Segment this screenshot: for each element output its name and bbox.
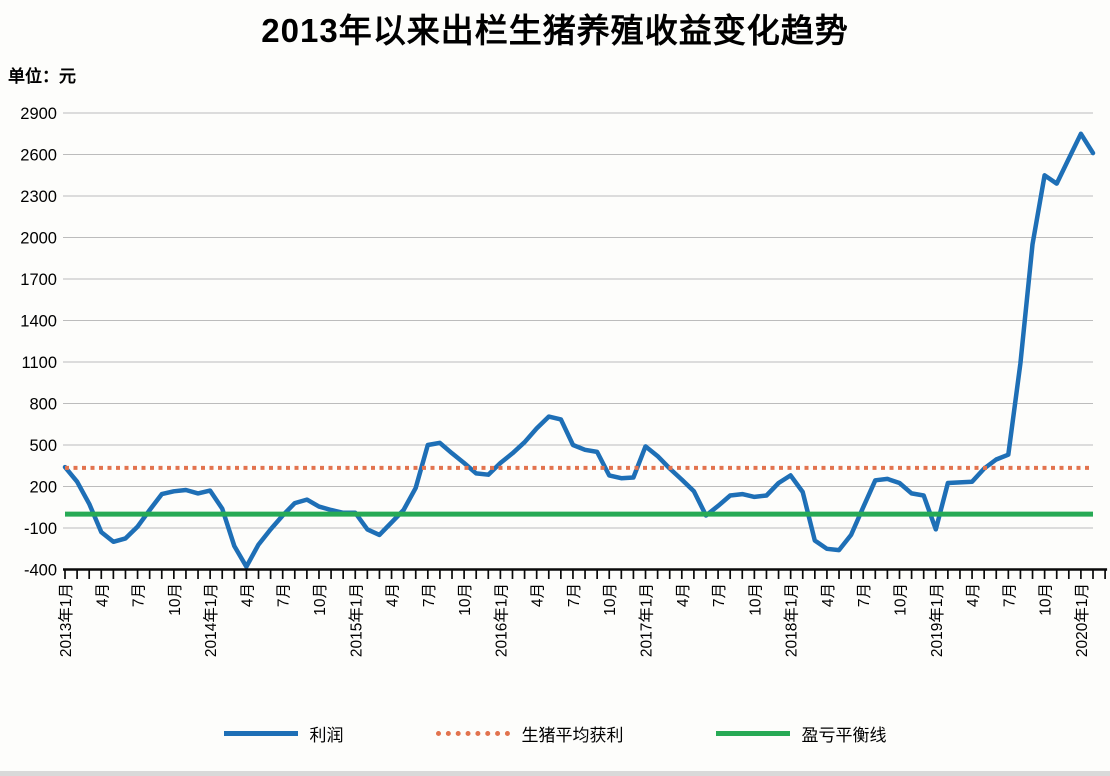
x-axis-tick-label: 2013年1月 [57, 583, 75, 657]
y-axis-tick-label: 500 [29, 437, 57, 455]
x-axis-tick-label: 7月 [1001, 583, 1018, 607]
y-axis-unit-label: 单位：元 [8, 67, 76, 86]
x-axis-tick-label: 4月 [675, 583, 692, 607]
x-axis-tick-label: 10月 [892, 583, 909, 616]
x-axis-tick-label: 7月 [276, 583, 293, 607]
chart-title: 2013年以来出栏生猪养殖收益变化趋势 [261, 12, 849, 49]
y-axis-tick-label: -100 [24, 520, 57, 538]
y-axis-tick-label: 200 [29, 479, 57, 497]
x-axis-tick-label: 10月 [747, 583, 764, 616]
chart-legend: 利润 生猪平均获利 盈亏平衡线 [0, 721, 1110, 746]
x-axis-tick-label: 4月 [820, 583, 837, 607]
y-axis-tick-label: 2000 [20, 230, 57, 248]
gridlines [63, 112, 1093, 529]
average-profit-line-swatch-icon [435, 731, 510, 736]
profit-line [62, 131, 1096, 569]
y-axis-tick-label: 2900 [20, 105, 57, 123]
x-axis-tick-label: 7月 [131, 583, 148, 607]
x-axis-tick-label: 7月 [711, 583, 728, 607]
legend-label-average-profit: 生猪平均获利 [521, 726, 624, 745]
legend-label-profit: 利润 [309, 726, 344, 745]
x-axis-tick-label: 2017年1月 [638, 583, 656, 657]
y-axis-tick-label: 1100 [22, 354, 57, 372]
x-axis-tick-label: 2016年1月 [492, 583, 510, 657]
x-axis-tick-label: 4月 [385, 583, 402, 607]
y-axis-tick-label: 2600 [20, 147, 57, 165]
x-axis-tick-label: 4月 [94, 583, 111, 607]
profit-line-swatch-icon [223, 731, 298, 736]
x-axis-tick-labels: 2013年1月 4月 7月 10月 2014年1月 4月 7月 10月 2015年1月 4月 7月 1… [57, 583, 1091, 657]
x-axis-tick-label: 2018年1月 [783, 583, 801, 657]
x-axis-tick-label: 10月 [1038, 583, 1055, 616]
x-axis-tick-label: 7月 [856, 583, 873, 607]
x-axis-tick-label: 10月 [312, 583, 329, 616]
y-axis-tick-labels: 2900 2600 2300 2000 1700 1400 1100 800 500 200 -10… [20, 105, 57, 580]
x-axis-tick-label: 7月 [421, 583, 438, 607]
y-axis-tick-label: 800 [29, 396, 57, 414]
y-axis-tick-label: -400 [24, 562, 57, 580]
y-axis-tick-label: 1700 [20, 271, 57, 289]
x-axis-tick-label: 4月 [530, 583, 547, 607]
x-axis-tick-label: 10月 [602, 583, 619, 616]
x-axis-tick-label: 2019年1月 [928, 583, 946, 657]
legend-item-breakeven: 盈亏平衡线 [715, 721, 887, 746]
x-axis-tick-label: 4月 [239, 583, 256, 607]
x-axis-tick-marks [64, 570, 1106, 579]
legend-item-average-profit: 生猪平均获利 [435, 721, 624, 746]
x-axis-tick-label: 4月 [965, 583, 982, 607]
x-axis-tick-label: 2014年1月 [202, 583, 220, 657]
legend-label-breakeven: 盈亏平衡线 [801, 726, 887, 745]
legend-item-profit: 利润 [223, 721, 344, 746]
bottom-border-strip [0, 771, 1110, 776]
breakeven-line-swatch-icon [715, 731, 790, 736]
x-axis-tick-label: 7月 [566, 583, 583, 607]
x-axis-tick-label: 2020年1月 [1073, 583, 1091, 657]
y-axis-tick-label: 2300 [20, 188, 57, 206]
x-axis-tick-label: 10月 [167, 583, 184, 616]
x-axis-tick-label: 10月 [457, 583, 474, 616]
y-axis-tick-label: 1400 [20, 313, 57, 331]
x-axis-tick-label: 2015年1月 [347, 583, 365, 657]
